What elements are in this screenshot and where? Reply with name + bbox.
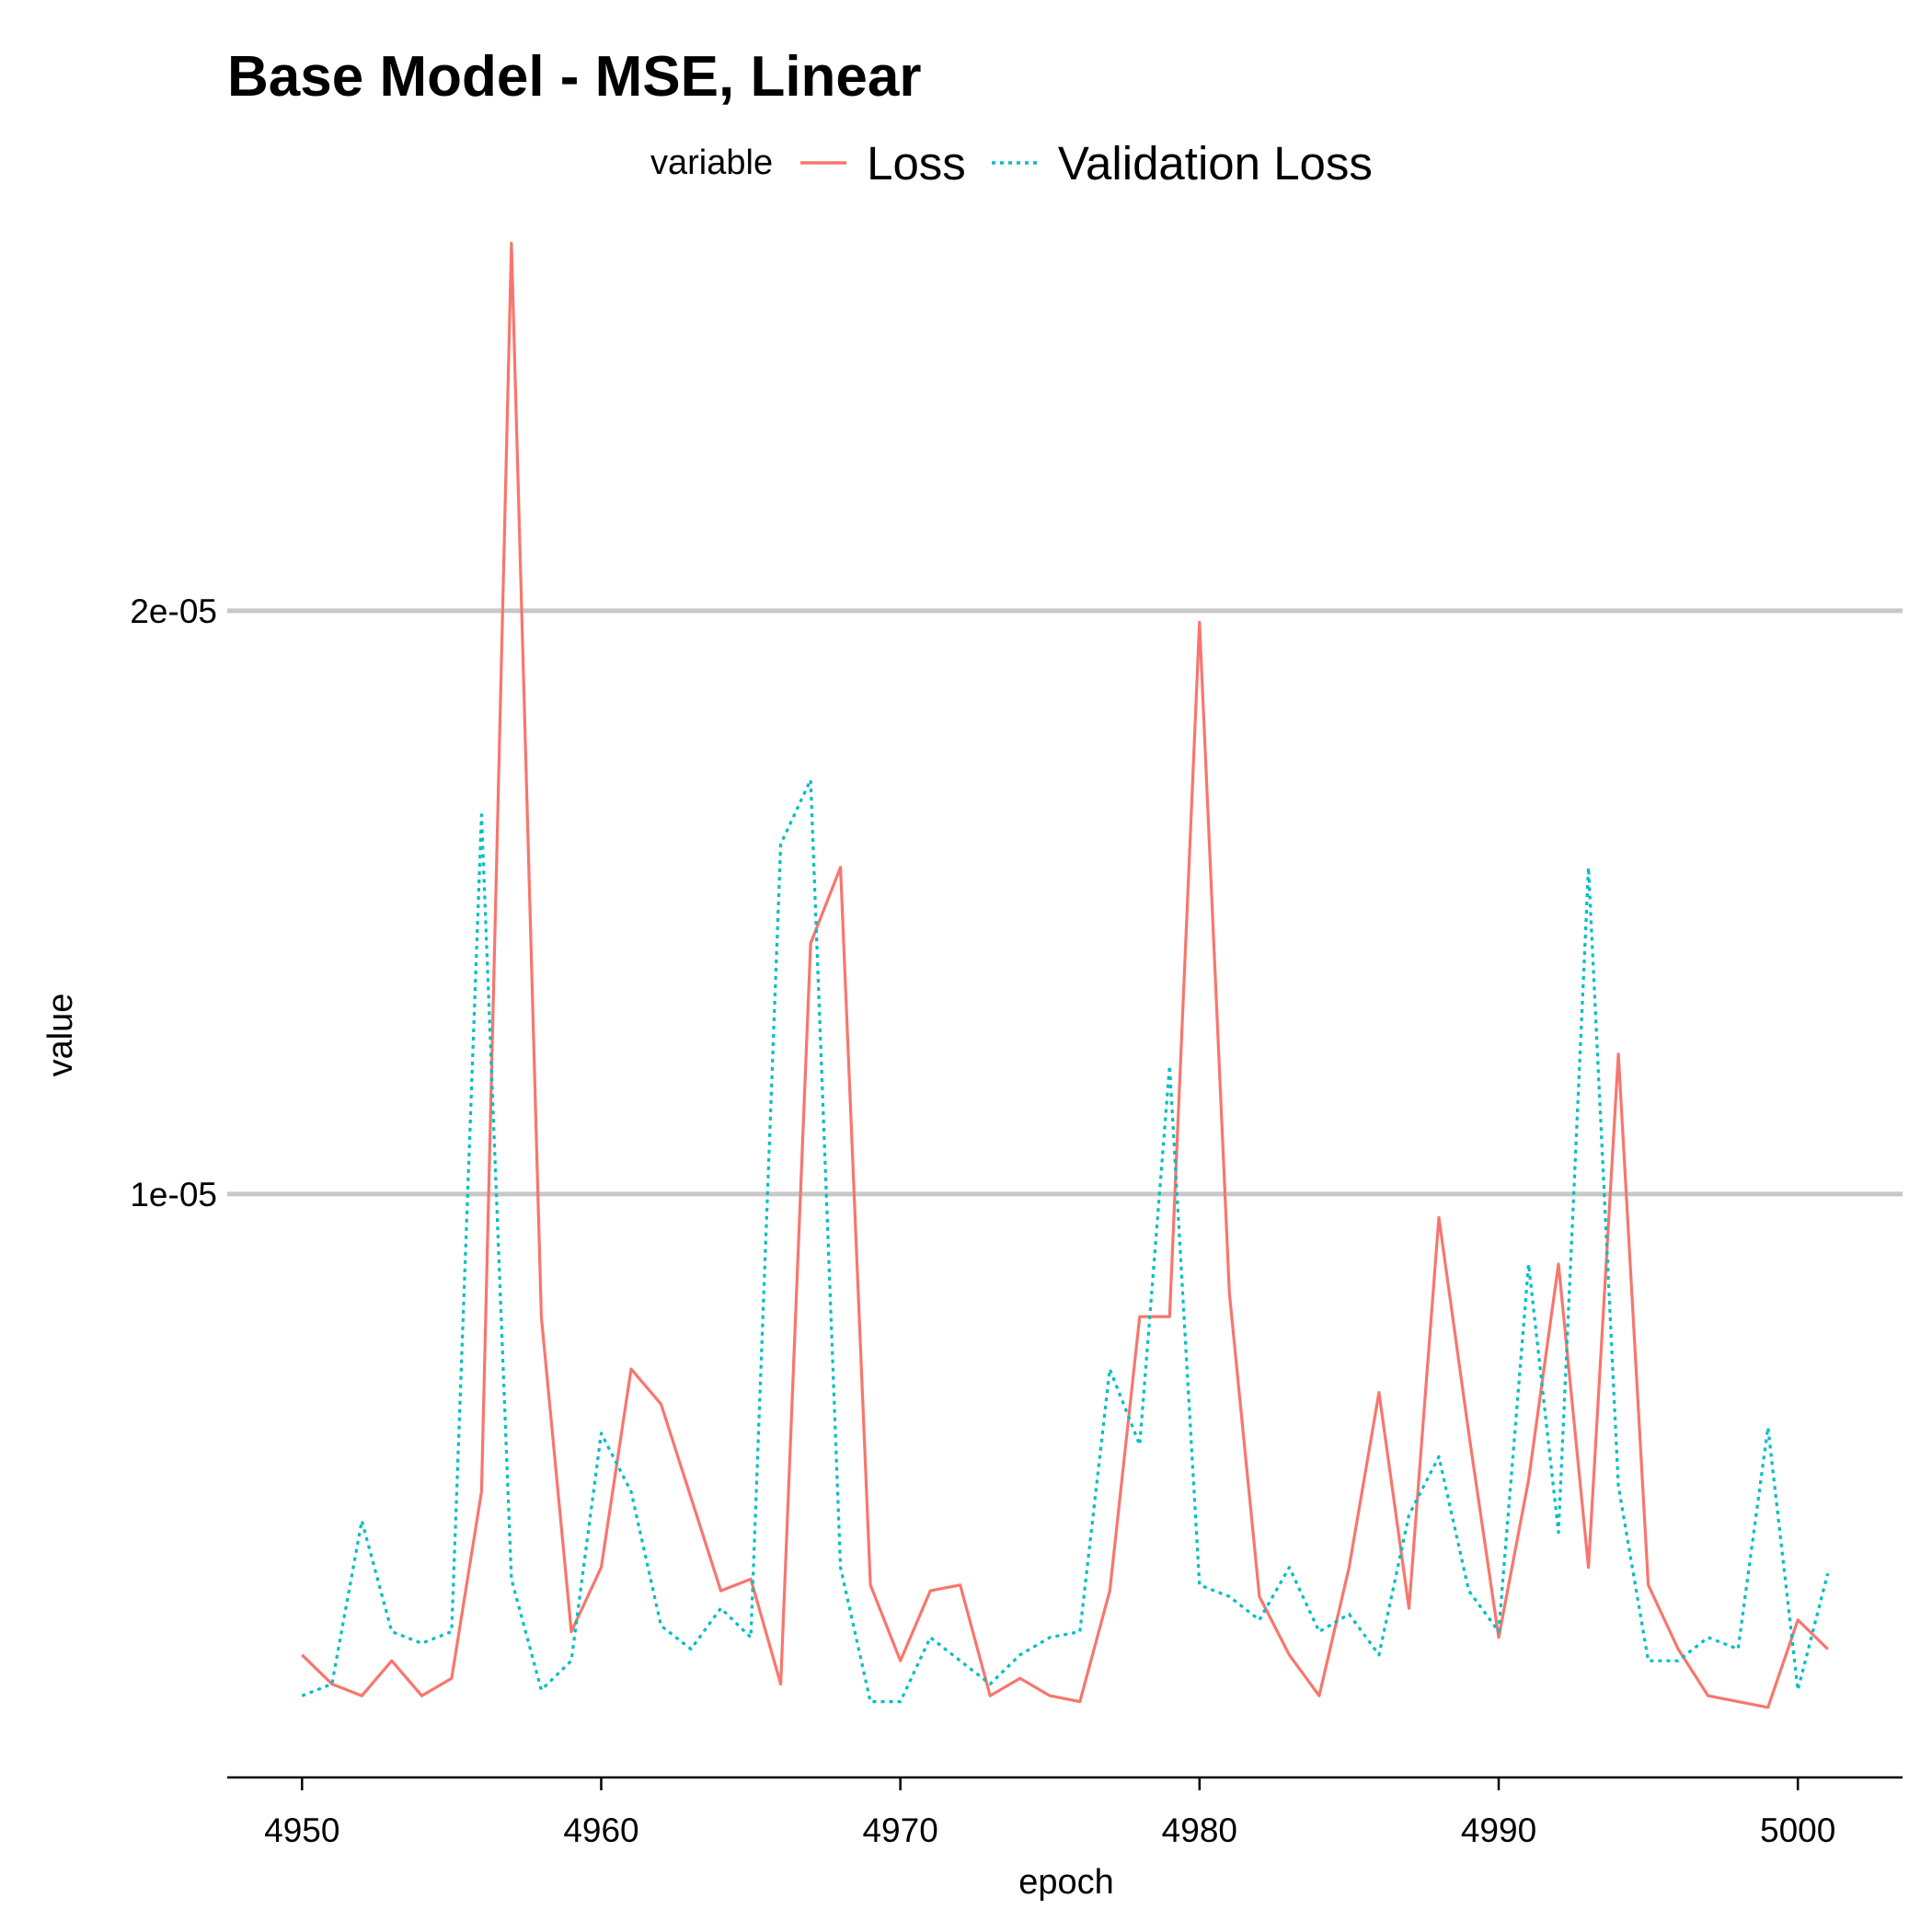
legend: variable Loss Validation Loss bbox=[650, 133, 1398, 192]
grid-layer bbox=[227, 608, 1903, 1197]
y-tick-label: 2e-05 bbox=[130, 592, 217, 630]
series-line-validation-loss bbox=[301, 778, 1830, 1704]
x-tick-label: 4950 bbox=[264, 1811, 339, 1849]
x-axis-title: epoch bbox=[1018, 1863, 1114, 1902]
x-tick-label: 4980 bbox=[1162, 1811, 1237, 1849]
x-tick-label: 4970 bbox=[862, 1811, 937, 1849]
legend-item-validation-loss: Validation Loss bbox=[991, 136, 1373, 190]
x-tick-label: 4990 bbox=[1461, 1811, 1536, 1849]
legend-key-loss bbox=[800, 161, 847, 165]
legend-item-loss: Loss bbox=[800, 136, 966, 190]
x-tick-label: 4960 bbox=[563, 1811, 638, 1849]
legend-title: variable bbox=[650, 143, 774, 182]
y-tick-label: 1e-05 bbox=[130, 1176, 217, 1213]
x-tick-label: 5000 bbox=[1760, 1811, 1835, 1849]
legend-label-loss: Loss bbox=[867, 136, 966, 190]
legend-label-validation-loss: Validation Loss bbox=[1057, 136, 1373, 190]
chart-title: Base Model - MSE, Linear bbox=[227, 45, 922, 109]
axis-layer: 1e-05 2e-05 4950 4960 4970 4980 4990 5000 bbox=[130, 592, 1903, 1849]
series-line-loss bbox=[301, 241, 1829, 1709]
series-layer bbox=[301, 241, 1830, 1709]
y-axis-title: value bbox=[41, 994, 80, 1077]
